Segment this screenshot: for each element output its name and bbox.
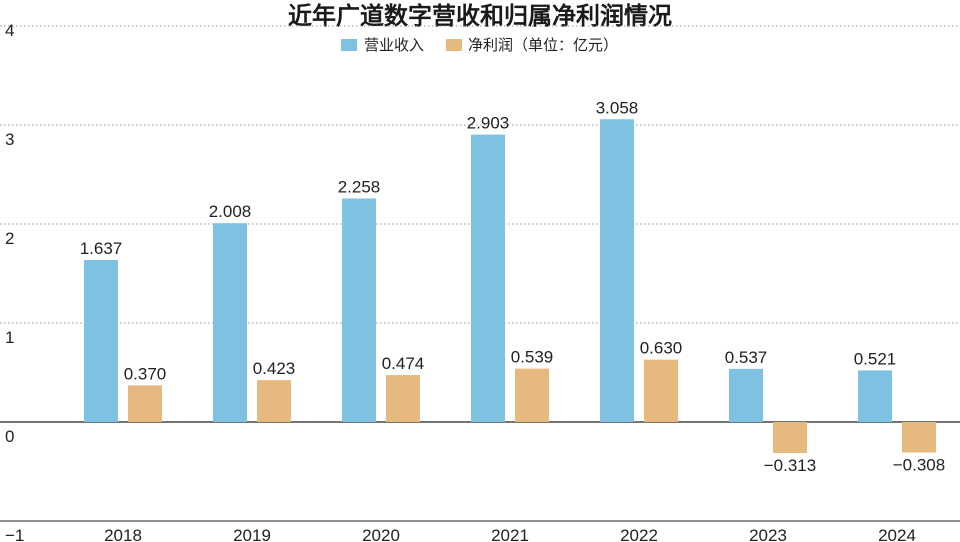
x-tick-label: 2021 xyxy=(491,526,529,542)
data-label: 3.058 xyxy=(596,98,639,117)
data-label: −0.313 xyxy=(764,456,816,475)
bar xyxy=(773,422,807,453)
y-tick-label: 4 xyxy=(5,21,14,40)
data-labels: 1.637 0.370 2.008 0.423 2.258 0.474 2.903 0.539… xyxy=(80,98,946,475)
bar xyxy=(902,422,936,453)
legend-label-profit: 净利润（单位：亿元） xyxy=(468,36,618,54)
bar xyxy=(729,368,763,422)
bar xyxy=(342,198,376,422)
chart-title: 近年广道数字营收和归属净利润情况 xyxy=(288,2,672,30)
data-label: 1.637 xyxy=(80,239,123,258)
data-label: 0.474 xyxy=(382,354,425,373)
y-axis-ticks: −1 0 1 2 3 4 xyxy=(5,21,24,542)
data-label: −0.308 xyxy=(893,455,945,474)
data-label: 0.630 xyxy=(640,339,683,358)
data-label: 0.423 xyxy=(253,359,296,378)
legend-label-revenue: 营业收入 xyxy=(364,36,424,54)
data-label: 0.521 xyxy=(854,349,897,368)
data-label: 0.370 xyxy=(124,364,167,383)
bar xyxy=(471,134,505,422)
legend-swatch-revenue xyxy=(341,39,357,51)
data-label: 0.539 xyxy=(511,348,554,367)
y-tick-label: 1 xyxy=(5,328,14,347)
bar xyxy=(600,119,634,423)
x-axis-ticks: 2018 2019 2020 2021 2022 2023 2024 xyxy=(104,526,916,542)
y-tick-label: 2 xyxy=(5,229,14,248)
bar xyxy=(213,223,247,422)
x-tick-label: 2020 xyxy=(362,526,400,542)
bar xyxy=(128,385,162,422)
bar xyxy=(644,359,678,422)
x-tick-label: 2024 xyxy=(878,526,916,542)
legend-swatch-profit xyxy=(446,39,462,51)
data-label: 2.258 xyxy=(338,177,381,196)
y-tick-label: 3 xyxy=(5,130,14,149)
bar xyxy=(515,368,549,422)
bar xyxy=(84,259,118,422)
legend: 营业收入 净利润（单位：亿元） xyxy=(341,36,618,54)
y-tick-label: 0 xyxy=(5,427,14,446)
bar xyxy=(386,375,420,422)
bars xyxy=(84,119,936,453)
data-label: 2.008 xyxy=(209,202,252,221)
data-label: 0.537 xyxy=(725,348,768,367)
x-tick-label: 2023 xyxy=(749,526,787,542)
bar xyxy=(858,370,892,422)
y-tick-label: −1 xyxy=(5,526,24,542)
x-tick-label: 2022 xyxy=(620,526,658,542)
x-tick-label: 2018 xyxy=(104,526,142,542)
bar xyxy=(257,380,291,422)
x-tick-label: 2019 xyxy=(233,526,271,542)
data-label: 2.903 xyxy=(467,114,510,133)
